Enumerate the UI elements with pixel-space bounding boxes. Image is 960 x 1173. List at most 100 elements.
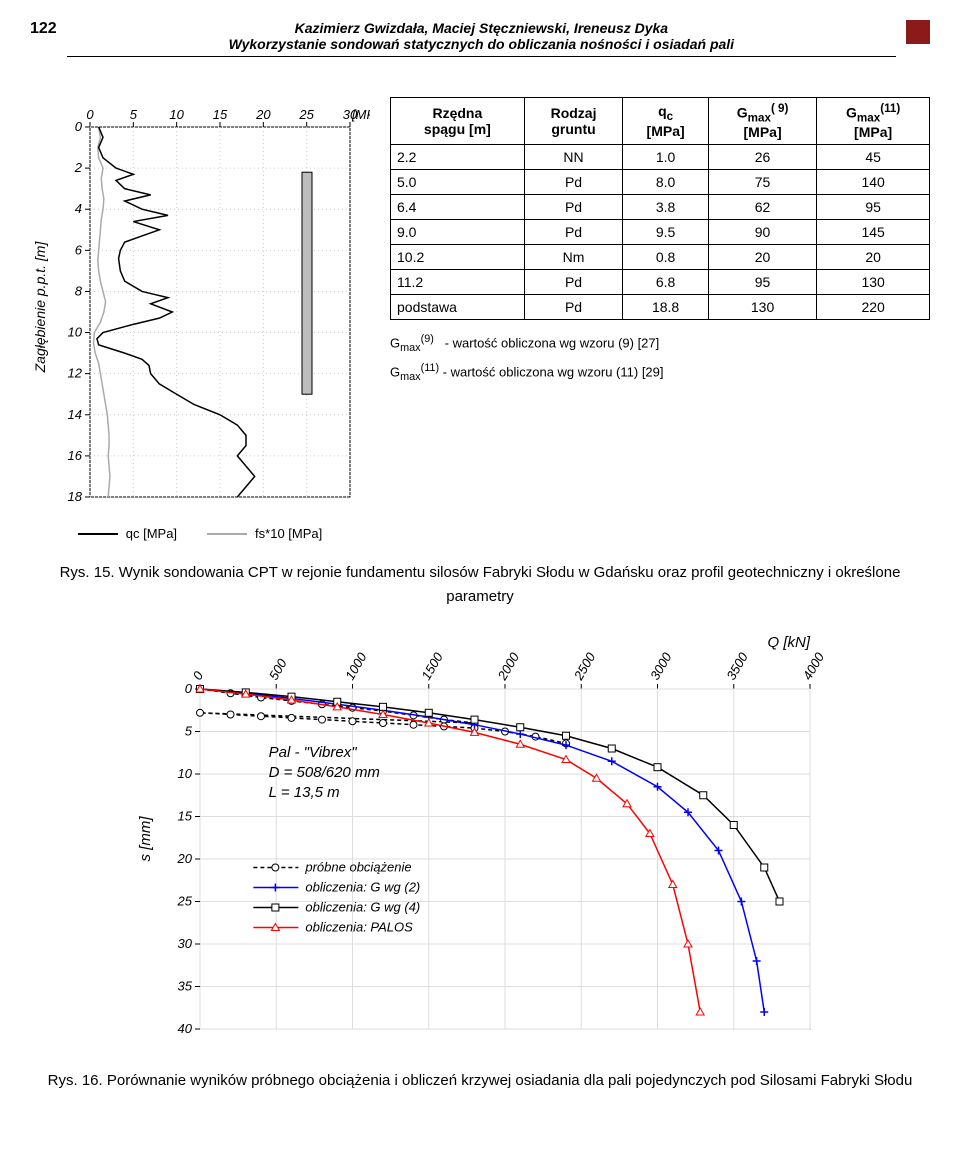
- legend-label: qc [MPa]: [126, 526, 177, 541]
- table-cell: Pd: [524, 220, 623, 245]
- page-header: 122 Kazimierz Gwizdała, Maciej Stęczniew…: [30, 20, 930, 77]
- svg-text:10: 10: [178, 766, 193, 781]
- svg-text:14: 14: [68, 407, 82, 422]
- logo-icon: [906, 20, 930, 44]
- table-cell: 0.8: [623, 245, 709, 270]
- svg-text:10: 10: [68, 325, 83, 340]
- table-cell: 3.8: [623, 195, 709, 220]
- svg-text:0: 0: [185, 681, 193, 696]
- svg-text:4: 4: [75, 201, 82, 216]
- svg-text:20: 20: [177, 851, 193, 866]
- svg-text:16: 16: [68, 448, 83, 463]
- table-cell: Pd: [524, 170, 623, 195]
- svg-text:3500: 3500: [723, 649, 751, 682]
- cpt-legend-fs: fs*10 [MPa]: [207, 526, 322, 541]
- table-row: 9.0Pd9.590145: [391, 220, 930, 245]
- soil-table: Rzędnaspągu [m]Rodzajgruntuqc[MPa]Gmax( …: [390, 97, 930, 320]
- svg-text:obliczenia: G wg (4): obliczenia: G wg (4): [305, 900, 420, 915]
- table-cell: 6.8: [623, 270, 709, 295]
- svg-text:35: 35: [178, 979, 193, 994]
- table-cell: NN: [524, 145, 623, 170]
- table-cell: 6.4: [391, 195, 525, 220]
- svg-text:25: 25: [177, 894, 193, 909]
- svg-text:15: 15: [178, 809, 193, 824]
- svg-text:10: 10: [169, 107, 184, 122]
- table-header: Rzędnaspągu [m]: [391, 98, 525, 145]
- subtitle: Wykorzystanie sondowań statycznych do ob…: [229, 36, 734, 52]
- table-row: 11.2Pd6.895130: [391, 270, 930, 295]
- cpt-chart: 051015202530[MPa]024681012141618Zagłębie…: [30, 97, 370, 517]
- svg-text:L = 13,5 m: L = 13,5 m: [269, 784, 340, 801]
- svg-text:0: 0: [190, 668, 207, 682]
- table-cell: 1.0: [623, 145, 709, 170]
- table-cell: 5.0: [391, 170, 525, 195]
- svg-text:5: 5: [130, 107, 138, 122]
- table-cell: 9.0: [391, 220, 525, 245]
- fig15-caption: Rys. 15. Wynik sondowania CPT w rejonie …: [30, 561, 930, 609]
- svg-text:2500: 2500: [570, 649, 598, 683]
- table-cell: 90: [708, 220, 816, 245]
- table-cell: 20: [817, 245, 930, 270]
- svg-text:40: 40: [178, 1021, 193, 1036]
- table-cell: 95: [817, 195, 930, 220]
- fig16-caption: Rys. 16. Porównanie wyników próbnego obc…: [30, 1069, 930, 1093]
- svg-text:3000: 3000: [647, 649, 675, 682]
- page-number: 122: [30, 20, 57, 38]
- svg-text:Pal - "Vibrex": Pal - "Vibrex": [269, 744, 358, 761]
- svg-text:Q [kN]: Q [kN]: [767, 634, 810, 651]
- table-cell: 130: [817, 270, 930, 295]
- table-cell: 75: [708, 170, 816, 195]
- svg-text:1500: 1500: [418, 649, 446, 682]
- svg-text:D = 508/620 mm: D = 508/620 mm: [269, 764, 380, 781]
- table-cell: Nm: [524, 245, 623, 270]
- table-cell: 140: [817, 170, 930, 195]
- table-row: 10.2Nm0.82020: [391, 245, 930, 270]
- legend-line-icon: [207, 533, 247, 535]
- table-cell: 220: [817, 295, 930, 320]
- table-cell: 95: [708, 270, 816, 295]
- table-cell: 11.2: [391, 270, 525, 295]
- svg-text:8: 8: [75, 283, 83, 298]
- table-row: 6.4Pd3.86295: [391, 195, 930, 220]
- table-row: 2.2NN1.02645: [391, 145, 930, 170]
- table-header: Gmax( 9)[MPa]: [708, 98, 816, 145]
- svg-text:4000: 4000: [800, 649, 828, 682]
- svg-text:0: 0: [86, 107, 94, 122]
- table-header: Rodzajgruntu: [524, 98, 623, 145]
- table-cell: podstawa: [391, 295, 525, 320]
- legend-line-icon: [78, 533, 118, 535]
- table-cell: Pd: [524, 270, 623, 295]
- table-cell: 8.0: [623, 170, 709, 195]
- cpt-legend-qc: qc [MPa]: [78, 526, 177, 541]
- svg-text:500: 500: [266, 656, 290, 683]
- table-cell: 26: [708, 145, 816, 170]
- table-cell: 45: [817, 145, 930, 170]
- table-cell: 9.5: [623, 220, 709, 245]
- table-cell: Pd: [524, 195, 623, 220]
- table-row: podstawaPd18.8130220: [391, 295, 930, 320]
- svg-text:5: 5: [185, 724, 193, 739]
- table-cell: 2.2: [391, 145, 525, 170]
- table-header: Gmax(11)[MPa]: [817, 98, 930, 145]
- svg-text:30: 30: [178, 936, 193, 951]
- table-cell: 130: [708, 295, 816, 320]
- soil-table-container: Rzędnaspągu [m]Rodzajgruntuqc[MPa]Gmax( …: [390, 97, 930, 541]
- svg-text:18: 18: [68, 489, 83, 504]
- svg-text:1000: 1000: [342, 649, 370, 682]
- svg-text:15: 15: [213, 107, 228, 122]
- footnote-9: Gmax(9) - wartość obliczona wg wzoru (9)…: [390, 330, 930, 358]
- header-center: Kazimierz Gwizdała, Maciej Stęczniewski,…: [67, 20, 896, 57]
- svg-text:12: 12: [68, 366, 83, 381]
- svg-text:6: 6: [75, 242, 83, 257]
- legend-label: fs*10 [MPa]: [255, 526, 322, 541]
- svg-text:obliczenia: PALOS: obliczenia: PALOS: [305, 920, 413, 935]
- table-row: 5.0Pd8.075140: [391, 170, 930, 195]
- table-cell: 20: [708, 245, 816, 270]
- svg-text:obliczenia: G wg (2): obliczenia: G wg (2): [305, 880, 420, 895]
- svg-text:s [mm]: s [mm]: [137, 816, 154, 862]
- table-cell: Pd: [524, 295, 623, 320]
- cpt-chart-container: 051015202530[MPa]024681012141618Zagłębie…: [30, 97, 370, 541]
- svg-text:2: 2: [74, 160, 83, 175]
- svg-text:0: 0: [75, 119, 83, 134]
- svg-text:20: 20: [255, 107, 271, 122]
